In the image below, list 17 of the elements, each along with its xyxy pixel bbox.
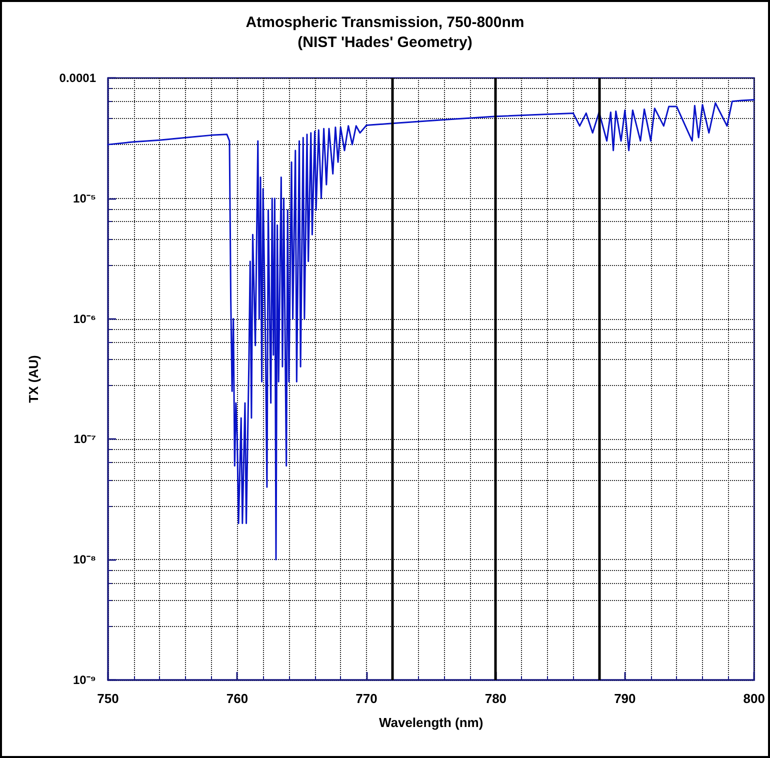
y-tick-label: 10⁻⁵ (73, 191, 96, 206)
y-tick-label: 0.0001 (59, 71, 96, 85)
x-tick-label: 800 (743, 691, 766, 706)
y-tick-label: 10⁻⁷ (74, 432, 96, 446)
chart-title: Atmospheric Transmission, 750-800nm (246, 14, 524, 31)
chart-subtitle: (NIST 'Hades' Geometry) (298, 34, 472, 51)
y-tick-label: 10⁻⁸ (72, 552, 96, 567)
x-tick-label: 750 (97, 691, 119, 706)
x-axis-title: Wavelength (nm) (378, 715, 484, 730)
y-axis-title: TX (AU) (26, 355, 41, 403)
line-series (107, 98, 755, 560)
y-tick-label: 10⁻⁶ (73, 312, 96, 326)
x-tick-label: 780 (484, 691, 507, 706)
x-tick-label: 760 (226, 691, 248, 706)
x-tick-label: 790 (614, 691, 636, 706)
y-tick-label: 10⁻⁹ (72, 673, 96, 687)
x-tick-label: 770 (356, 691, 378, 706)
